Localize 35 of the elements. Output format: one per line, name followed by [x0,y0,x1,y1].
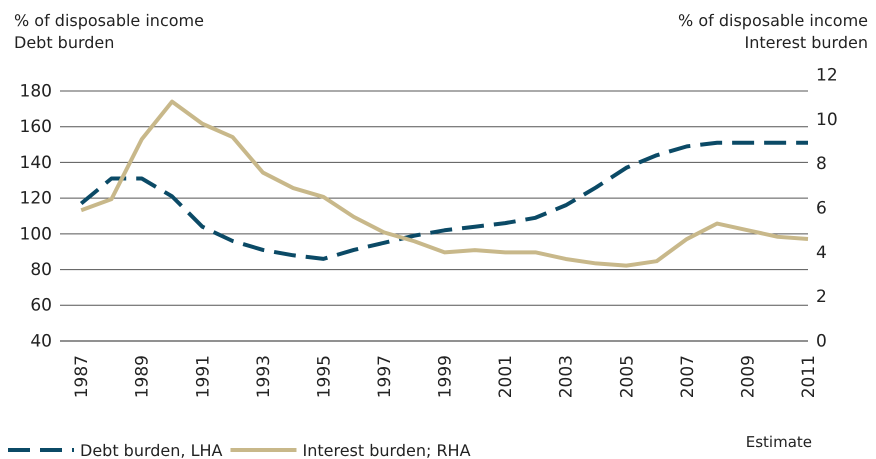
y-tick-label: 180 [20,81,52,102]
y2-tick-label: 6 [816,198,827,218]
y2-tick-label: 12 [816,65,838,86]
x-tick-label: 2009 [738,355,758,398]
x-tick-label: 1997 [374,355,395,398]
x-tick-label: 2003 [556,355,577,398]
y-tick-label: 100 [20,224,52,244]
line-series [79,100,810,268]
legend-label: Debt burden, LHA [80,441,223,459]
y-tick-label: 60 [30,296,52,316]
y-tick-label: 120 [20,188,52,209]
x-tick-label: 1989 [132,355,153,398]
x-tick-label: 1995 [314,355,334,398]
x-tick-label: 1991 [193,355,214,398]
x-tick-label: 1987 [72,355,92,398]
y-tick-label: 80 [30,260,52,280]
y2-tick-label: 2 [816,287,827,308]
legend-label: Interest burden; RHA [302,441,471,459]
line-series [79,140,810,261]
x-tick-label: 1993 [254,355,274,398]
y-tick-label: 40 [30,331,52,352]
y-tick-label: 160 [20,117,52,138]
x-tick-label: 2005 [617,355,638,398]
y2-tick-label: 0 [816,331,827,352]
y2-axis-title: % of disposable income Interest burden [678,11,868,52]
x-tick-label: 2007 [678,355,698,398]
y-axis-title: % of disposable income Debt burden [14,11,204,52]
y2-tick-label: 4 [816,242,827,263]
x-tick-label: 2001 [496,355,516,398]
text: Estimate [746,433,812,451]
y2-tick-label: 8 [816,154,827,174]
y-tick-label: 140 [20,152,52,173]
x-tick-label: 1999 [436,355,456,398]
x-tick-label: 2011 [798,355,819,398]
y2-tick-label: 10 [816,110,838,130]
